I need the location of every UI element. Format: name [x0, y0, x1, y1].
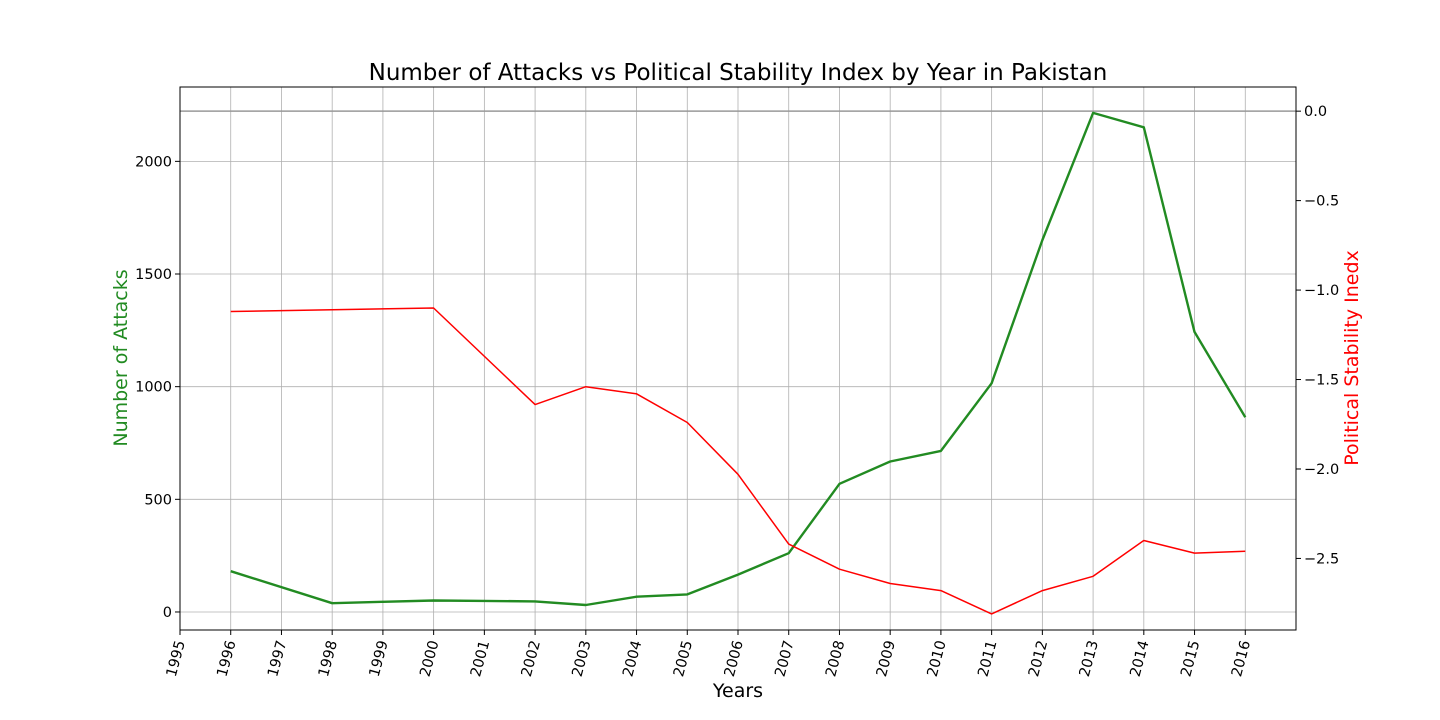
x-axis-label: Years: [712, 680, 763, 702]
x-tick-label: 2001: [468, 639, 493, 679]
grid: [179, 87, 1296, 630]
x-tick-label: 1997: [265, 639, 290, 679]
plot-frame: [179, 86, 1297, 631]
x-tick-label: 2010: [925, 639, 950, 679]
x-tick-label: 2014: [1128, 639, 1153, 679]
x-tick-label: 2005: [671, 639, 696, 679]
left-y-tick-label: 2000: [135, 154, 172, 170]
x-tick-label: 2000: [417, 639, 442, 679]
right-y-tick-label: −2.0: [1304, 462, 1339, 478]
stability-index-line: [230, 307, 1246, 615]
left-y-tick-label: 1500: [135, 267, 172, 283]
left-y-tick-label: 0: [163, 605, 172, 621]
x-tick-label: 2009: [874, 639, 899, 679]
right-y-tick-label: −1.0: [1304, 283, 1339, 299]
x-tick-label: 2013: [1077, 639, 1102, 679]
chart-title: Number of Attacks vs Political Stability…: [369, 60, 1108, 86]
left-y-tick-label: 1000: [135, 380, 172, 396]
x-tick-label: 2016: [1229, 639, 1254, 679]
left-y-axis-label: Number of Attacks: [110, 269, 132, 446]
attacks-line: [230, 111, 1247, 607]
x-tick-label: 1999: [367, 639, 392, 679]
right-y-tick-label: −1.5: [1304, 373, 1339, 389]
series-group: [180, 110, 1296, 615]
x-tick-label: 2004: [620, 639, 645, 679]
x-tick-label: 2007: [773, 639, 798, 679]
x-tick-label: 2003: [570, 639, 595, 679]
x-tick-label: 2002: [519, 639, 544, 679]
x-axis-ticks: 1995 1996 1997 1998 1999 2000 2001 2002 2003 2004…: [164, 630, 1254, 679]
left-y-axis-ticks: 0 500 1000 1500 2000: [135, 154, 180, 621]
x-tick-label: 1998: [316, 639, 341, 679]
x-tick-label: 2012: [1026, 639, 1051, 679]
x-tick-label: 2011: [975, 639, 1000, 679]
right-y-axis-ticks: 0.0 −0.5 −1.0 −1.5 −2.0 −2.5: [1296, 104, 1339, 567]
right-y-tick-label: 0.0: [1304, 104, 1327, 120]
x-tick-label: 1996: [215, 639, 240, 679]
x-tick-label: 2015: [1178, 639, 1203, 679]
x-tick-label: 2008: [823, 639, 848, 679]
left-y-tick-label: 500: [144, 492, 172, 508]
right-y-tick-label: −2.5: [1304, 551, 1339, 567]
x-tick-label: 2006: [722, 639, 747, 679]
x-tick-label: 1995: [164, 639, 189, 679]
right-y-axis-label: Political Stability Inedx: [1341, 250, 1363, 466]
right-y-tick-label: −0.5: [1304, 194, 1339, 210]
